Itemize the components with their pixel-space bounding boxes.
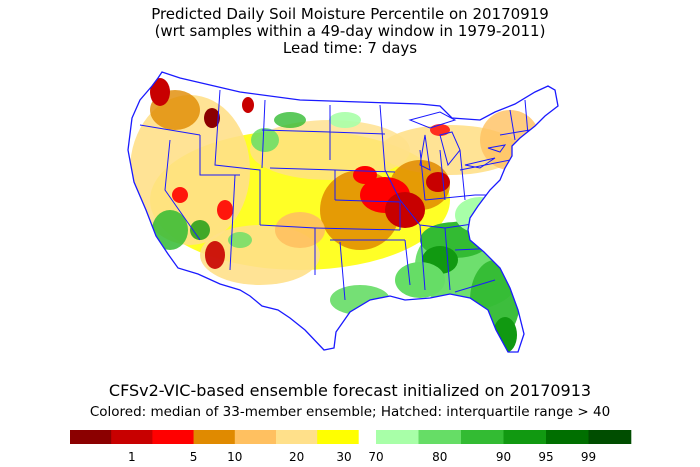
legend-swatch-dry-2 [152,430,194,444]
legend-swatch-dry-5 [276,430,318,444]
legend-swatch-dry-3 [193,430,236,444]
title-line-3: Lead time: 7 days [282,39,418,57]
title-line-2: (wrt samples within a 49-day window in 1… [154,22,546,40]
legend-swatch-dry-0 [70,430,112,444]
legend-swatch-dry-1 [111,430,153,444]
soil-moisture-map [127,71,559,353]
title-line-1: Predicted Daily Soil Moisture Percentile… [151,5,549,23]
legend-ticks: 1 5 10 20 30 70 80 90 95 99 [128,450,596,464]
great-lakes [408,111,507,171]
legend-swatch-wet-5 [588,430,632,444]
us-outline [127,71,559,353]
legend-swatch-dry-4 [234,430,277,444]
legend-swatch-dry-6 [317,430,359,444]
percentile-fields [130,78,540,352]
legend-tick-label: 90 [496,450,511,464]
legend-tick-label: 80 [432,450,447,464]
legend-swatch-wet-4 [546,430,589,444]
legend-tick-label: 95 [538,450,553,464]
legend-tick-label: 30 [336,450,351,464]
legend-tick-label: 70 [368,450,383,464]
legend-swatch-wet-1 [418,430,462,444]
legend-tick-label: 20 [289,450,304,464]
legend-tick-label: 1 [128,450,136,464]
legend-tick-label: 5 [190,450,198,464]
legend-swatch-wet-2 [461,430,504,444]
state-borders [139,89,531,301]
legend-tick-label: 99 [581,450,596,464]
color-legend: 1 5 10 20 30 70 80 90 95 99 [70,430,632,464]
legend-swatch-wet-3 [503,430,547,444]
legend-swatch-wet-0 [376,430,419,444]
legend-tick-label: 10 [227,450,242,464]
forecast-caption: CFSv2-VIC-based ensemble forecast initia… [108,381,592,400]
legend-caption: Colored: median of 33-member ensemble; H… [89,404,611,420]
map-title: Predicted Daily Soil Moisture Percentile… [0,6,700,57]
legend-swatches [70,430,632,444]
